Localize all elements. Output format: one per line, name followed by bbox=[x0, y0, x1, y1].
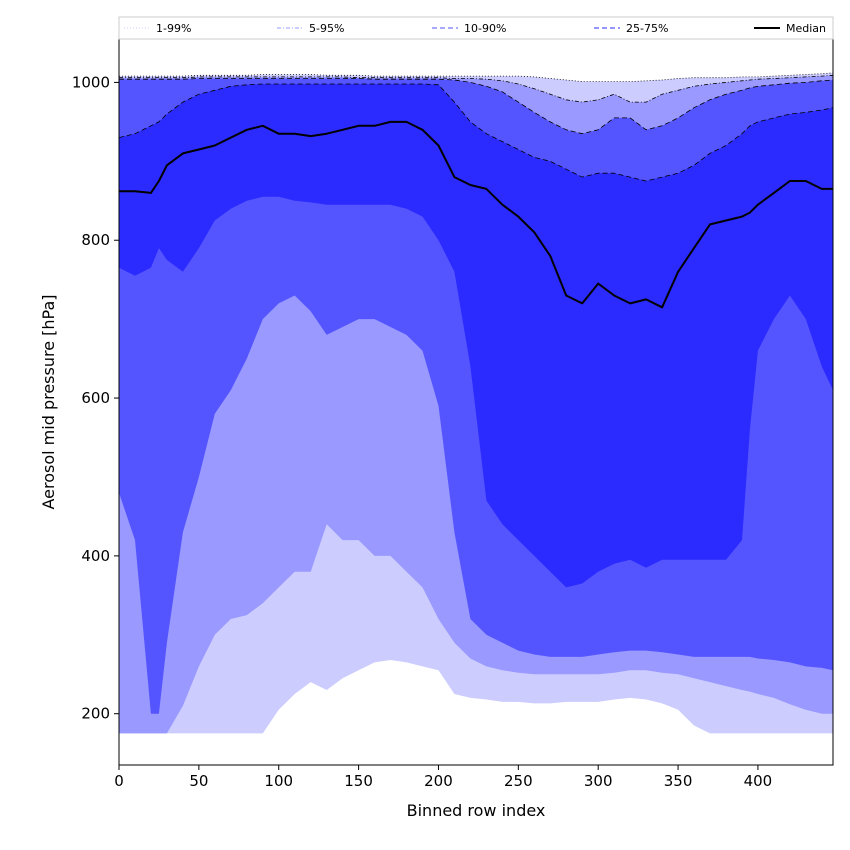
y-tick-label: 600 bbox=[81, 389, 110, 407]
legend-label: 5-95% bbox=[309, 22, 344, 35]
y-tick-label: 400 bbox=[81, 547, 110, 565]
y-tick-label: 200 bbox=[81, 705, 110, 723]
band-fill-4 bbox=[119, 84, 833, 588]
y-axis-ticks: 200 400 600 800 1000 bbox=[72, 73, 119, 723]
median-layer bbox=[119, 120, 833, 309]
band-upper-line-4 bbox=[119, 83, 833, 182]
y-axis-label: Aerosol mid pressure [hPa] bbox=[39, 294, 58, 509]
x-tick-label: 0 bbox=[114, 772, 124, 790]
x-tick-label: 50 bbox=[189, 772, 208, 790]
y-tick-label: 800 bbox=[81, 231, 110, 249]
legend-label: 25-75% bbox=[626, 22, 668, 35]
x-axis-label: Binned row index bbox=[407, 801, 546, 820]
x-tick-label: 300 bbox=[584, 772, 613, 790]
x-tick-label: 400 bbox=[744, 772, 773, 790]
legend-label: Median bbox=[786, 22, 826, 35]
legend-label: 1-99% bbox=[156, 22, 191, 35]
x-tick-label: 100 bbox=[264, 772, 293, 790]
median-line bbox=[119, 120, 833, 309]
x-tick-label: 350 bbox=[664, 772, 693, 790]
x-tick-label: 200 bbox=[424, 772, 453, 790]
x-axis-ticks: 0 50 100 150 200 250 300 350 400 bbox=[114, 765, 772, 790]
y-tick-label: 1000 bbox=[72, 73, 110, 91]
legend-label: 10-90% bbox=[464, 22, 506, 35]
percentile-bands bbox=[119, 72, 833, 734]
legend-box bbox=[118, 16, 834, 40]
band-upper-line-2 bbox=[119, 74, 833, 103]
x-tick-label: 250 bbox=[504, 772, 533, 790]
legend: 1-99% 5-95% 10-90% 25-75% Median bbox=[118, 16, 834, 40]
x-tick-label: 150 bbox=[344, 772, 373, 790]
